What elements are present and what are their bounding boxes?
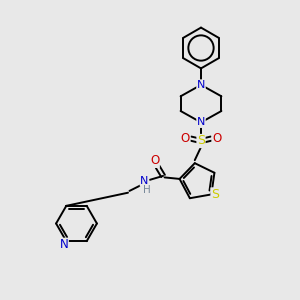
Text: S: S [211,188,219,201]
Text: O: O [212,132,221,145]
Text: N: N [197,80,205,90]
Text: S: S [197,134,205,148]
Text: H: H [143,185,151,195]
Text: O: O [181,132,190,145]
Text: N: N [197,117,205,128]
Text: O: O [150,154,159,167]
Text: N: N [59,238,68,251]
Text: N: N [140,176,149,186]
